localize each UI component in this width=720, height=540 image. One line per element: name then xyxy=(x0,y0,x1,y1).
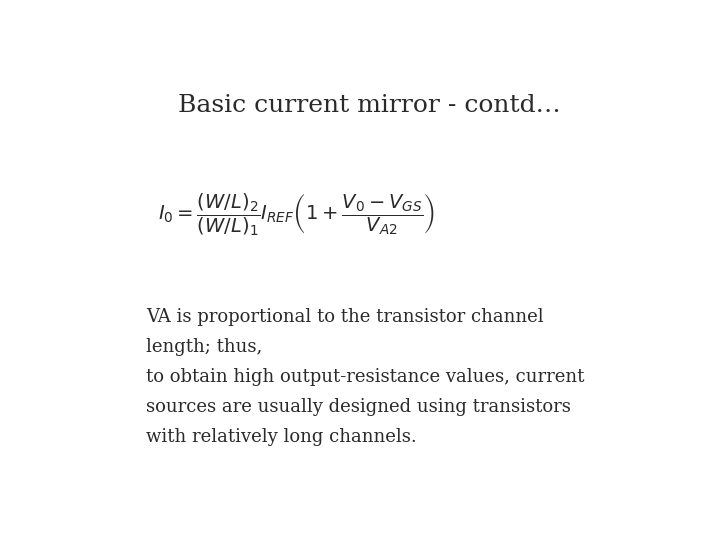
Text: VA is proportional to the transistor channel: VA is proportional to the transistor cha… xyxy=(145,308,544,326)
Text: length; thus,: length; thus, xyxy=(145,338,262,356)
Text: Basic current mirror - contd…: Basic current mirror - contd… xyxy=(178,94,560,117)
Text: $I_0 = \dfrac{(W/L)_2}{(W/L)_1} I_{REF} \left(1 + \dfrac{V_0 - V_{GS}}{V_{A2}}\r: $I_0 = \dfrac{(W/L)_2}{(W/L)_1} I_{REF} … xyxy=(158,191,435,238)
Text: sources are usually designed using transistors: sources are usually designed using trans… xyxy=(145,398,571,416)
Text: with relatively long channels.: with relatively long channels. xyxy=(145,428,417,446)
Text: to obtain high output-resistance values, current: to obtain high output-resistance values,… xyxy=(145,368,584,386)
